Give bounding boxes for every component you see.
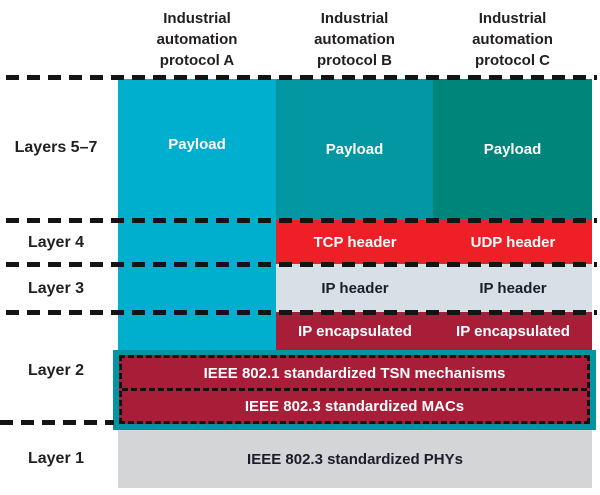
- layer2-inner-box: IEEE 802.1 standardized TSN mechanisms I…: [119, 355, 590, 424]
- tsn-mac-divider: [122, 388, 587, 391]
- header-b-line1: Industrial: [320, 10, 389, 27]
- header-a-line1: Industrial: [163, 10, 231, 27]
- header-b-line3: protocol B: [317, 52, 392, 69]
- transport-header-block: TCP header UDP header: [276, 220, 592, 264]
- ip-encap-b-label: IP encapsulated: [298, 322, 412, 340]
- payload-block-protocol-b: Payload: [276, 79, 433, 220]
- tsn-mechanisms-row: IEEE 802.1 standardized TSN mechanisms: [122, 358, 587, 388]
- macs-label: IEEE 802.3 standardized MACs: [244, 397, 465, 415]
- ip-encap-b-cell: IP encapsulated: [276, 323, 434, 340]
- layer-label-5-7: Layers 5–7: [14, 139, 98, 156]
- udp-header-cell: UDP header: [434, 234, 592, 251]
- payload-c-label: Payload: [483, 141, 542, 158]
- payload-b-label: Payload: [325, 141, 384, 158]
- ip-header-b-cell: IP header: [276, 280, 434, 297]
- ip-header-c-label: IP header: [479, 279, 547, 297]
- ip-encap-c-cell: IP encapsulated: [434, 323, 592, 340]
- ip-header-c-cell: IP header: [434, 280, 592, 297]
- ip-header-b-label: IP header: [321, 279, 389, 297]
- payload-block-protocol-c: Payload: [433, 79, 592, 220]
- ip-header-block: IP header IP header: [276, 264, 592, 312]
- header-c-line1: Industrial: [478, 10, 547, 27]
- header-c-line2: automation: [472, 31, 553, 48]
- column-header-protocol-c: Industrial automation protocol C: [433, 8, 592, 71]
- macs-row: IEEE 802.3 standardized MACs: [122, 391, 587, 421]
- phys-label: IEEE 802.3 standardized PHYs: [247, 450, 463, 468]
- phy-block: IEEE 802.3 standardized PHYs: [118, 430, 592, 488]
- ip-encap-c-label: IP encapsulated: [456, 322, 570, 340]
- dashed-line-layer4-top: [6, 218, 597, 223]
- layer-label-3: Layer 3: [27, 280, 85, 297]
- column-header-protocol-b: Industrial automation protocol B: [276, 8, 433, 71]
- header-b-line2: automation: [314, 31, 395, 48]
- dashed-line-top: [6, 75, 597, 80]
- tcp-header-label: TCP header: [313, 233, 397, 251]
- layer-label-4: Layer 4: [27, 234, 85, 251]
- dashed-line-layer3-top: [6, 262, 597, 267]
- header-c-line3: protocol C: [475, 52, 550, 69]
- header-a-line3: protocol A: [159, 52, 235, 69]
- layer-label-2: Layer 2: [27, 362, 85, 379]
- layer2-tsn-frame: IEEE 802.1 standardized TSN mechanisms I…: [113, 350, 596, 430]
- header-a-line2: automation: [156, 31, 238, 48]
- udp-header-label: UDP header: [470, 233, 556, 251]
- tcp-header-cell: TCP header: [276, 234, 434, 251]
- dashed-line-layer1-top-left: [0, 420, 114, 425]
- dashed-line-layer3-bottom: [6, 310, 597, 315]
- column-header-protocol-a: Industrial automation protocol A: [118, 8, 276, 71]
- ip-encapsulated-block: IP encapsulated IP encapsulated: [276, 312, 592, 350]
- tsn-mechanisms-label: IEEE 802.1 standardized TSN mechanisms: [203, 364, 506, 382]
- layer-label-1: Layer 1: [27, 450, 85, 467]
- payload-a-label: Payload: [168, 136, 226, 153]
- payload-block-protocol-a: Payload: [118, 79, 276, 350]
